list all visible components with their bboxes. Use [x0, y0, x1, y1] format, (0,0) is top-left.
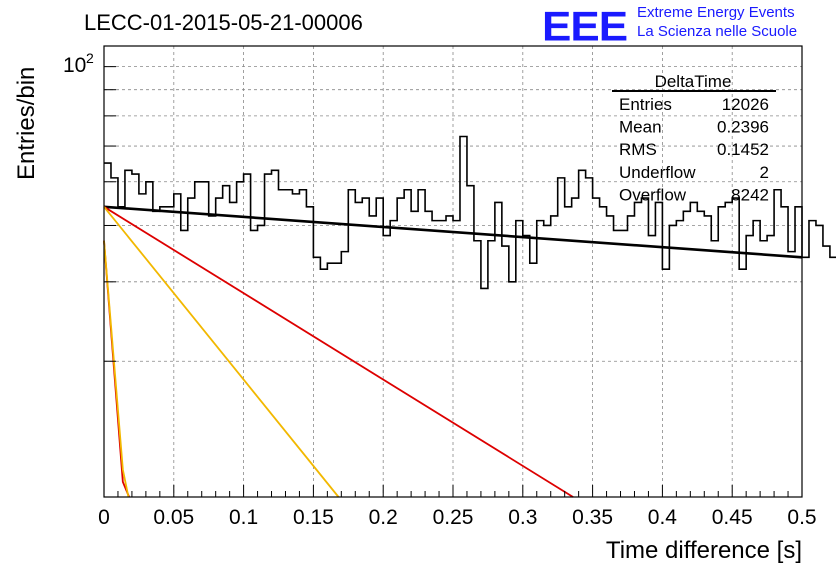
x-tick-label: 0.5 [787, 506, 816, 529]
grid-layer [104, 46, 802, 497]
x-tick-label: 0 [98, 506, 110, 529]
stats-rows: Entries 12026 Mean 0.2396 RMS 0.1452 Underflow… [619, 95, 769, 204]
stats-row-label: Mean [619, 118, 662, 137]
y-axis-label: Entries/bin [13, 67, 40, 180]
x-tick-label: 0.15 [293, 506, 334, 529]
x-tick-label: 0.35 [572, 506, 613, 529]
stats-title: DeltaTime [655, 72, 732, 91]
stats-row-label: Overflow [619, 185, 687, 204]
x-tick-label: 0.45 [712, 506, 753, 529]
fit-line [103, 206, 574, 498]
stats-row-value: 8242 [731, 185, 769, 204]
x-axis-label: Time difference [s] [606, 537, 802, 564]
eee-logo: EEE [542, 3, 628, 50]
x-tick-label: 0.4 [648, 506, 678, 529]
x-tick-label: 0.3 [508, 506, 537, 529]
fit-line [103, 206, 340, 498]
x-tick-label: 0.05 [153, 506, 194, 529]
logo-tagline-1: Extreme Energy Events [637, 4, 795, 21]
y-tick-label-base: 10 [63, 54, 86, 77]
stats-row-value: 12026 [722, 95, 769, 114]
stats-row-label: RMS [619, 140, 657, 159]
fit-lines-layer [103, 205, 803, 498]
axis-layer: 0 0.05 0.1 0.15 0.2 0.25 0.3 0.35 0.4 0.45 0.5 [98, 45, 817, 529]
fit-line [103, 240, 130, 498]
histogram-bars [104, 135, 836, 290]
x-tick-label: 0.25 [433, 506, 474, 529]
logo-tagline-2: La Scienza nelle Scuole [637, 23, 798, 40]
stats-row-value: 2 [760, 163, 769, 182]
stats-row-value: 0.2396 [717, 118, 769, 137]
histogram-title: LECC-01-2015-05-21-00006 [84, 10, 363, 35]
histogram-layer [104, 135, 836, 290]
stats-row-value: 0.1452 [717, 140, 769, 159]
x-tick-label: 0.2 [369, 506, 398, 529]
stats-row-label: Underflow [619, 163, 696, 182]
y-tick-label-exponent: 2 [86, 50, 94, 66]
fit-line [103, 205, 803, 259]
x-tick-label: 0.1 [229, 506, 258, 529]
stats-row-label: Entries [619, 95, 672, 114]
stats-box: DeltaTime Entries 12026 Mean 0.2396 RMS 0.145… [612, 72, 776, 204]
